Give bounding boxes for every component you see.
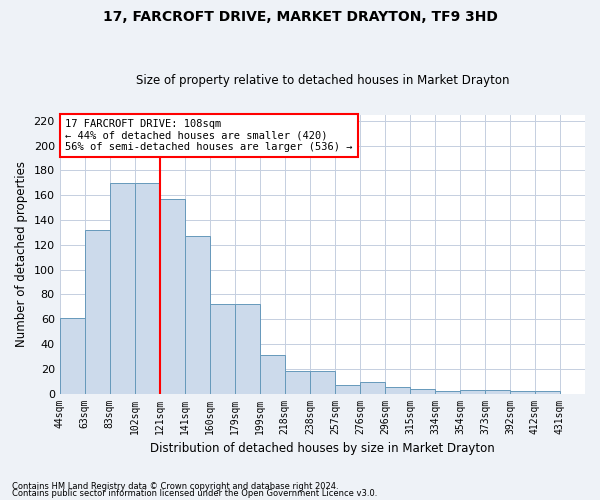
Bar: [135, 183, 160, 394]
Bar: [385, 388, 410, 394]
Bar: [185, 236, 210, 394]
Bar: [160, 199, 185, 394]
Bar: [110, 183, 135, 394]
Bar: [85, 230, 110, 394]
Bar: [285, 371, 310, 394]
Bar: [510, 391, 535, 394]
Bar: [59, 318, 85, 394]
Text: Contains public sector information licensed under the Open Government Licence v3: Contains public sector information licen…: [12, 490, 377, 498]
Bar: [260, 355, 285, 394]
Bar: [535, 391, 560, 394]
Y-axis label: Number of detached properties: Number of detached properties: [15, 161, 28, 347]
Text: 17 FARCROFT DRIVE: 108sqm
← 44% of detached houses are smaller (420)
56% of semi: 17 FARCROFT DRIVE: 108sqm ← 44% of detac…: [65, 118, 352, 152]
X-axis label: Distribution of detached houses by size in Market Drayton: Distribution of detached houses by size …: [150, 442, 495, 455]
Bar: [460, 390, 485, 394]
Bar: [335, 385, 360, 394]
Bar: [485, 390, 510, 394]
Text: Contains HM Land Registry data © Crown copyright and database right 2024.: Contains HM Land Registry data © Crown c…: [12, 482, 338, 491]
Title: Size of property relative to detached houses in Market Drayton: Size of property relative to detached ho…: [136, 74, 509, 87]
Bar: [210, 304, 235, 394]
Bar: [360, 382, 385, 394]
Bar: [435, 391, 460, 394]
Text: 17, FARCROFT DRIVE, MARKET DRAYTON, TF9 3HD: 17, FARCROFT DRIVE, MARKET DRAYTON, TF9 …: [103, 10, 497, 24]
Bar: [310, 371, 335, 394]
Bar: [235, 304, 260, 394]
Bar: [410, 388, 435, 394]
